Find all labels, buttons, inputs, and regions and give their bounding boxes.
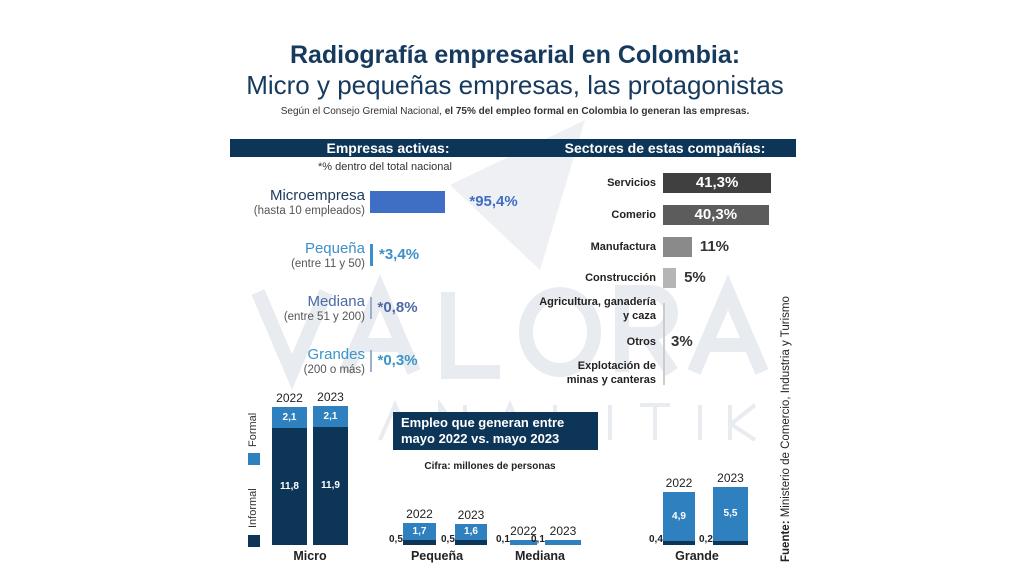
legend-formal-label: Formal — [247, 412, 259, 447]
bar-formal-label: 5,5 — [723, 507, 738, 519]
company-size-desc: (entre 11 y 50) — [291, 258, 365, 270]
bar-formal — [545, 540, 581, 545]
bar-informal — [713, 541, 748, 545]
company-size-value: *0,8% — [377, 299, 418, 316]
bar-year-label: 2023 — [717, 470, 744, 485]
bar-year-label: 2022 — [276, 391, 303, 406]
sector-bar — [663, 173, 772, 193]
bar-informal — [403, 540, 436, 545]
subtitle-text: Según el Consejo Gremial Nacional, — [280, 106, 445, 117]
group-label: Grande — [675, 549, 719, 563]
left-header: Empresas activas: — [326, 140, 450, 156]
sector-label-explotacion: Explotación de minas y canteras — [566, 360, 656, 386]
bar-informal-label: 0,5 — [441, 534, 455, 545]
company-size-value: *3,4% — [379, 246, 420, 263]
bar-informal — [313, 427, 348, 545]
bar-informal — [272, 428, 307, 545]
sector-bar — [663, 268, 677, 288]
bar-year-label: 2022 — [665, 476, 693, 491]
company-size-desc: (entre 51 y 200) — [283, 311, 365, 323]
bar-formal — [663, 492, 695, 541]
bar-formal-label: 2,1 — [323, 410, 338, 422]
legend-informal-label: Informal — [247, 488, 259, 528]
company-size-value: *95,4% — [469, 193, 518, 210]
company-size-desc: (200 o más) — [303, 364, 365, 376]
bar-informal — [663, 541, 695, 545]
company-size-value: *0,3% — [377, 352, 418, 369]
left-note: *% dentro del total nacional — [318, 161, 452, 173]
bar-formal-label: 1,6 — [464, 526, 478, 538]
source: Fuente: Ministerio de Comercio, Industri… — [780, 296, 793, 562]
legend-informal-swatch — [248, 535, 260, 547]
company-size-name: Pequeña — [304, 240, 365, 257]
bar-informal-label: 0,2 — [699, 534, 713, 545]
sector-label-otros: Otros — [626, 336, 656, 348]
company-size-bar — [370, 297, 372, 319]
company-size-desc: (hasta 10 empleados) — [253, 205, 365, 217]
company-size-bar — [370, 350, 372, 372]
company-size-label: Pequeña (entre 11 y 50) — [291, 241, 365, 271]
bar-formal-label: 2,1 — [282, 411, 297, 423]
source-text: Ministerio de Comercio, Industria y Turi… — [780, 296, 792, 521]
company-size-name: Mediana — [307, 293, 365, 310]
bar-formal — [455, 524, 487, 541]
sector-value-others: 3% — [671, 333, 693, 350]
company-size-name: Grandes — [307, 346, 365, 363]
bar-formal-label: 1,7 — [412, 525, 427, 537]
sector-value: 5% — [684, 269, 706, 286]
sector-label: Comerio — [611, 209, 656, 221]
bar-informal-label: 0,1 — [496, 534, 510, 545]
sector-value: 40,3% — [694, 206, 738, 223]
sector-bar — [663, 205, 769, 225]
bar-informal-label: 0,4 — [649, 534, 663, 545]
bar-year-label: 2022 — [510, 524, 537, 538]
watermark-arrow — [450, 120, 585, 270]
company-size-label: Grandes (200 o más) — [304, 347, 365, 377]
title-line1: Radiografía empresarial en Colombia: — [289, 41, 741, 69]
bar-formal — [713, 486, 748, 541]
bar-informal-label: 0,1 — [531, 534, 545, 545]
sector-value: 41,3% — [695, 174, 739, 191]
company-size-label: Microempresa (hasta 10 empleados) — [254, 188, 365, 218]
bar-year-label: 2022 — [406, 507, 433, 522]
legend-formal-swatch — [248, 453, 260, 465]
subtitle-bold: el 75% del empleo formal en Colombia lo … — [444, 106, 750, 117]
bar-year-label: 2023 — [317, 390, 344, 405]
section-header-band — [230, 139, 796, 157]
bar-formal — [510, 540, 537, 545]
source-label: Fuente: — [780, 520, 792, 562]
sector-bar — [663, 237, 692, 257]
sector-value: 11% — [699, 238, 730, 255]
employment-chart-subtitle: Cifra: millones de personas — [424, 461, 556, 472]
company-size-bar — [370, 191, 446, 213]
others-bar — [663, 303, 665, 385]
sector-label: Servicios — [607, 177, 656, 189]
employment-chart-title: Empleo que generan entre mayo 2022 vs. m… — [393, 412, 598, 450]
sector-label: Manufactura — [590, 241, 656, 253]
bar-year-label: 2023 — [549, 524, 577, 538]
bar-informal-label: 11,8 — [280, 480, 299, 492]
watermark-valora — [251, 274, 769, 390]
bar-informal-label: 0,5 — [389, 534, 403, 545]
sector-label-agricultura: Agricultura, ganadería y caza — [539, 296, 656, 322]
bar-year-label: 2023 — [457, 508, 485, 523]
right-header: Sectores de estas compañías: — [564, 140, 766, 156]
title-line2: Micro y pequeñas empresas, las protagoni… — [246, 70, 784, 100]
bar-informal-label: 11,9 — [321, 480, 340, 492]
bar-informal — [455, 540, 487, 545]
group-label: Pequeña — [410, 549, 464, 563]
bar-formal-label: 4,9 — [672, 510, 686, 522]
bar-formal — [272, 407, 307, 429]
bar-formal — [403, 523, 436, 541]
subtitle: Según el Consejo Gremial Nacional, el 75… — [281, 106, 750, 118]
company-size-label: Mediana (entre 51 y 200) — [284, 294, 365, 324]
bar-formal — [313, 406, 348, 428]
group-label: Mediana — [514, 549, 566, 563]
sector-label: Construcción — [585, 272, 656, 284]
company-size-bar — [370, 244, 373, 266]
company-size-name: Microempresa — [269, 187, 365, 204]
group-label: Micro — [293, 549, 327, 563]
